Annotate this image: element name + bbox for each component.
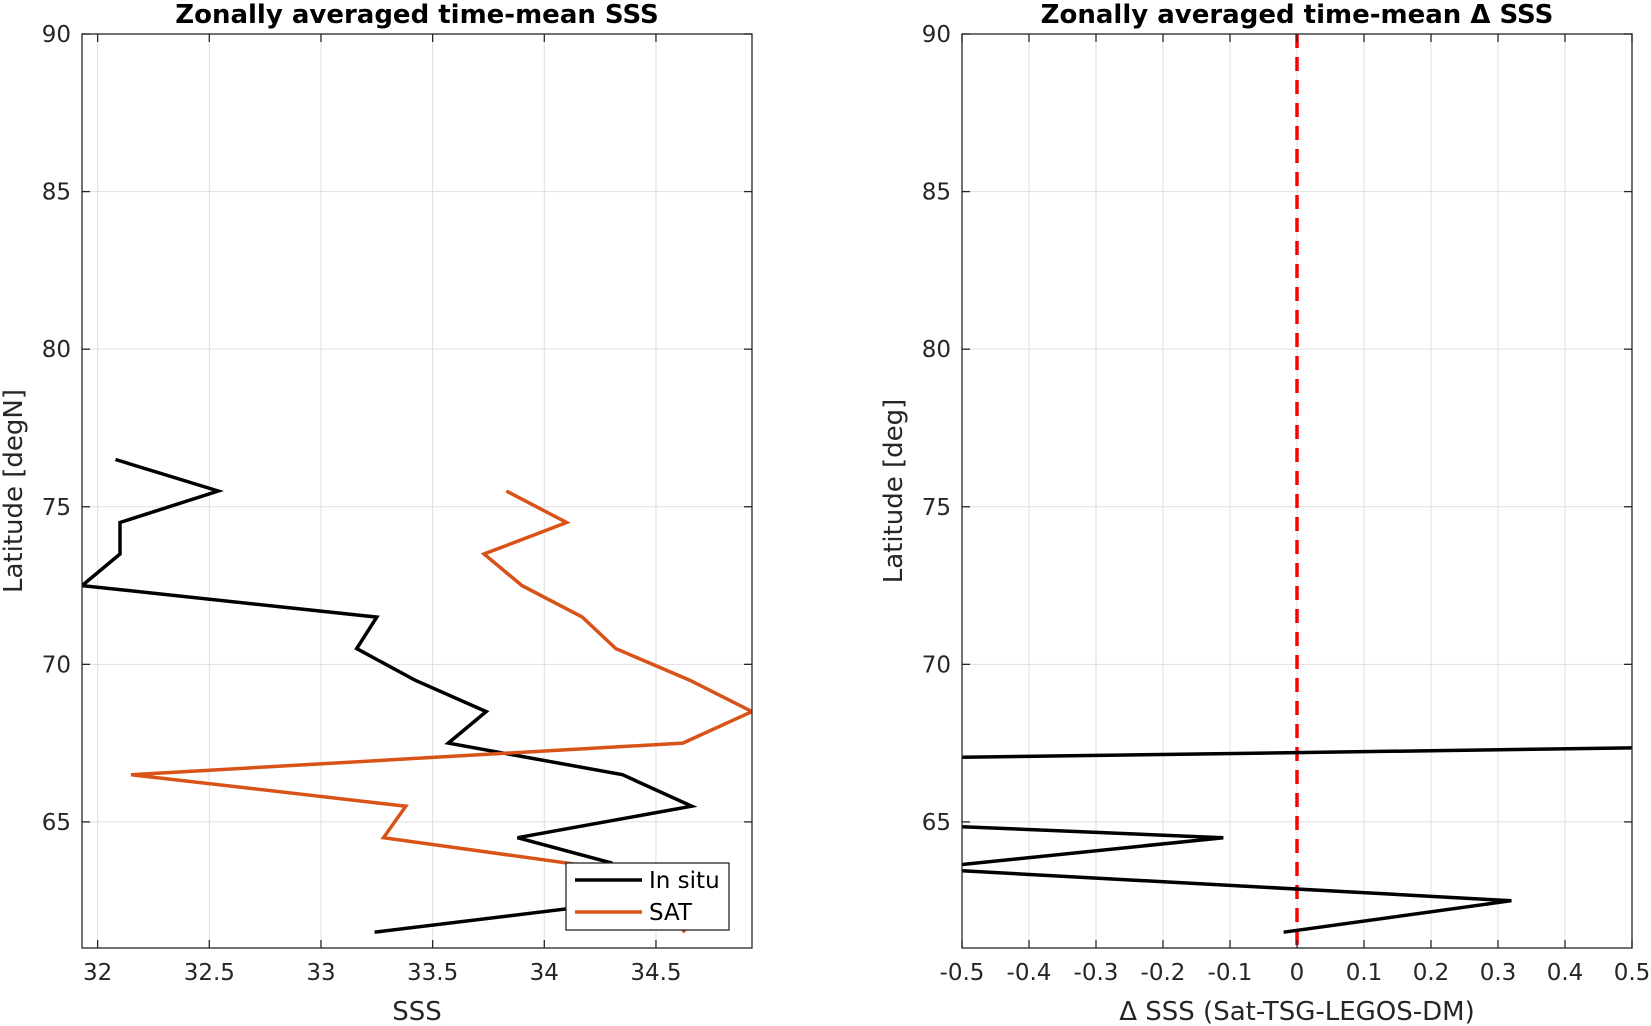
axes-box-left	[81, 33, 753, 949]
x-tick-label: 32.5	[184, 960, 235, 986]
series-line-in-situ	[82, 457, 698, 934]
series-line-segment-1	[962, 824, 1224, 867]
x-tick-label: -0.2	[1141, 960, 1186, 986]
y-tick-label: 85	[922, 180, 951, 206]
x-tick-label: -0.1	[1208, 960, 1253, 986]
ticks-right: -0.5 -0.4 -0.3 -0.2 -0.1 0 0.1 0.2 0.3 0.4 0.5 65 70…	[922, 22, 1651, 986]
x-axis-label-right: Δ SSS (Sat-TSG-LEGOS-DM)	[1119, 997, 1475, 1026]
ticks-left: 32 32.5 33 33.5 34 34.5 65 70 75 80 85 90	[42, 22, 752, 986]
x-tick-label: 0.4	[1547, 960, 1584, 986]
y-tick-label: 65	[42, 810, 71, 836]
y-tick-label: 75	[922, 495, 951, 521]
plot-area-left	[82, 34, 752, 948]
series-line-sat	[130, 489, 752, 934]
x-tick-label: 32	[83, 960, 112, 986]
x-tick-label: -0.3	[1074, 960, 1119, 986]
y-tick-label: 70	[42, 652, 71, 678]
y-tick-label: 65	[922, 810, 951, 836]
y-tick-label: 80	[922, 337, 951, 363]
x-tick-label: 33	[306, 960, 335, 986]
x-tick-label: -0.5	[940, 960, 985, 986]
x-tick-label: 34.5	[630, 960, 681, 986]
y-tick-label: 85	[42, 180, 71, 206]
series-line-segment-0	[962, 746, 1632, 760]
chart-right-panel: -0.5 -0.4 -0.3 -0.2 -0.1 0 0.1 0.2 0.3 0.4 0.5 65 70…	[879, 0, 1650, 1026]
legend-label-in-situ: In situ	[649, 868, 720, 894]
chart-title-right: Zonally averaged time-mean Δ SSS	[1041, 0, 1554, 30]
x-tick-label: -0.4	[1007, 960, 1052, 986]
series-line-segment-2	[962, 869, 1512, 934]
legend: In situ SAT	[565, 862, 730, 931]
chart-title-left: Zonally averaged time-mean SSS	[175, 0, 659, 30]
x-axis-label-left: SSS	[392, 997, 442, 1026]
legend-label-sat: SAT	[649, 900, 693, 926]
chart-left-panel: 32 32.5 33 33.5 34 34.5 65 70 75 80 85 90 Zonally a…	[0, 0, 753, 1026]
y-axis-label-right: Latitude [deg]	[879, 399, 909, 584]
legend-box	[565, 862, 730, 931]
y-tick-label: 80	[42, 337, 71, 363]
x-tick-label: 34	[530, 960, 559, 986]
y-tick-label: 90	[922, 22, 951, 48]
y-tick-label: 90	[42, 22, 71, 48]
y-axis-label-left: Latitude [degN]	[0, 389, 29, 593]
y-tick-label: 70	[922, 652, 951, 678]
x-tick-label: 0	[1290, 960, 1305, 986]
x-tick-label: 33.5	[407, 960, 458, 986]
x-tick-label: 0.2	[1413, 960, 1450, 986]
x-tick-label: 0.3	[1480, 960, 1517, 986]
x-tick-label: 0.5	[1614, 960, 1651, 986]
x-tick-label: 0.1	[1346, 960, 1383, 986]
y-tick-label: 75	[42, 495, 71, 521]
lines-left	[82, 457, 752, 934]
lines-right	[962, 34, 1632, 948]
